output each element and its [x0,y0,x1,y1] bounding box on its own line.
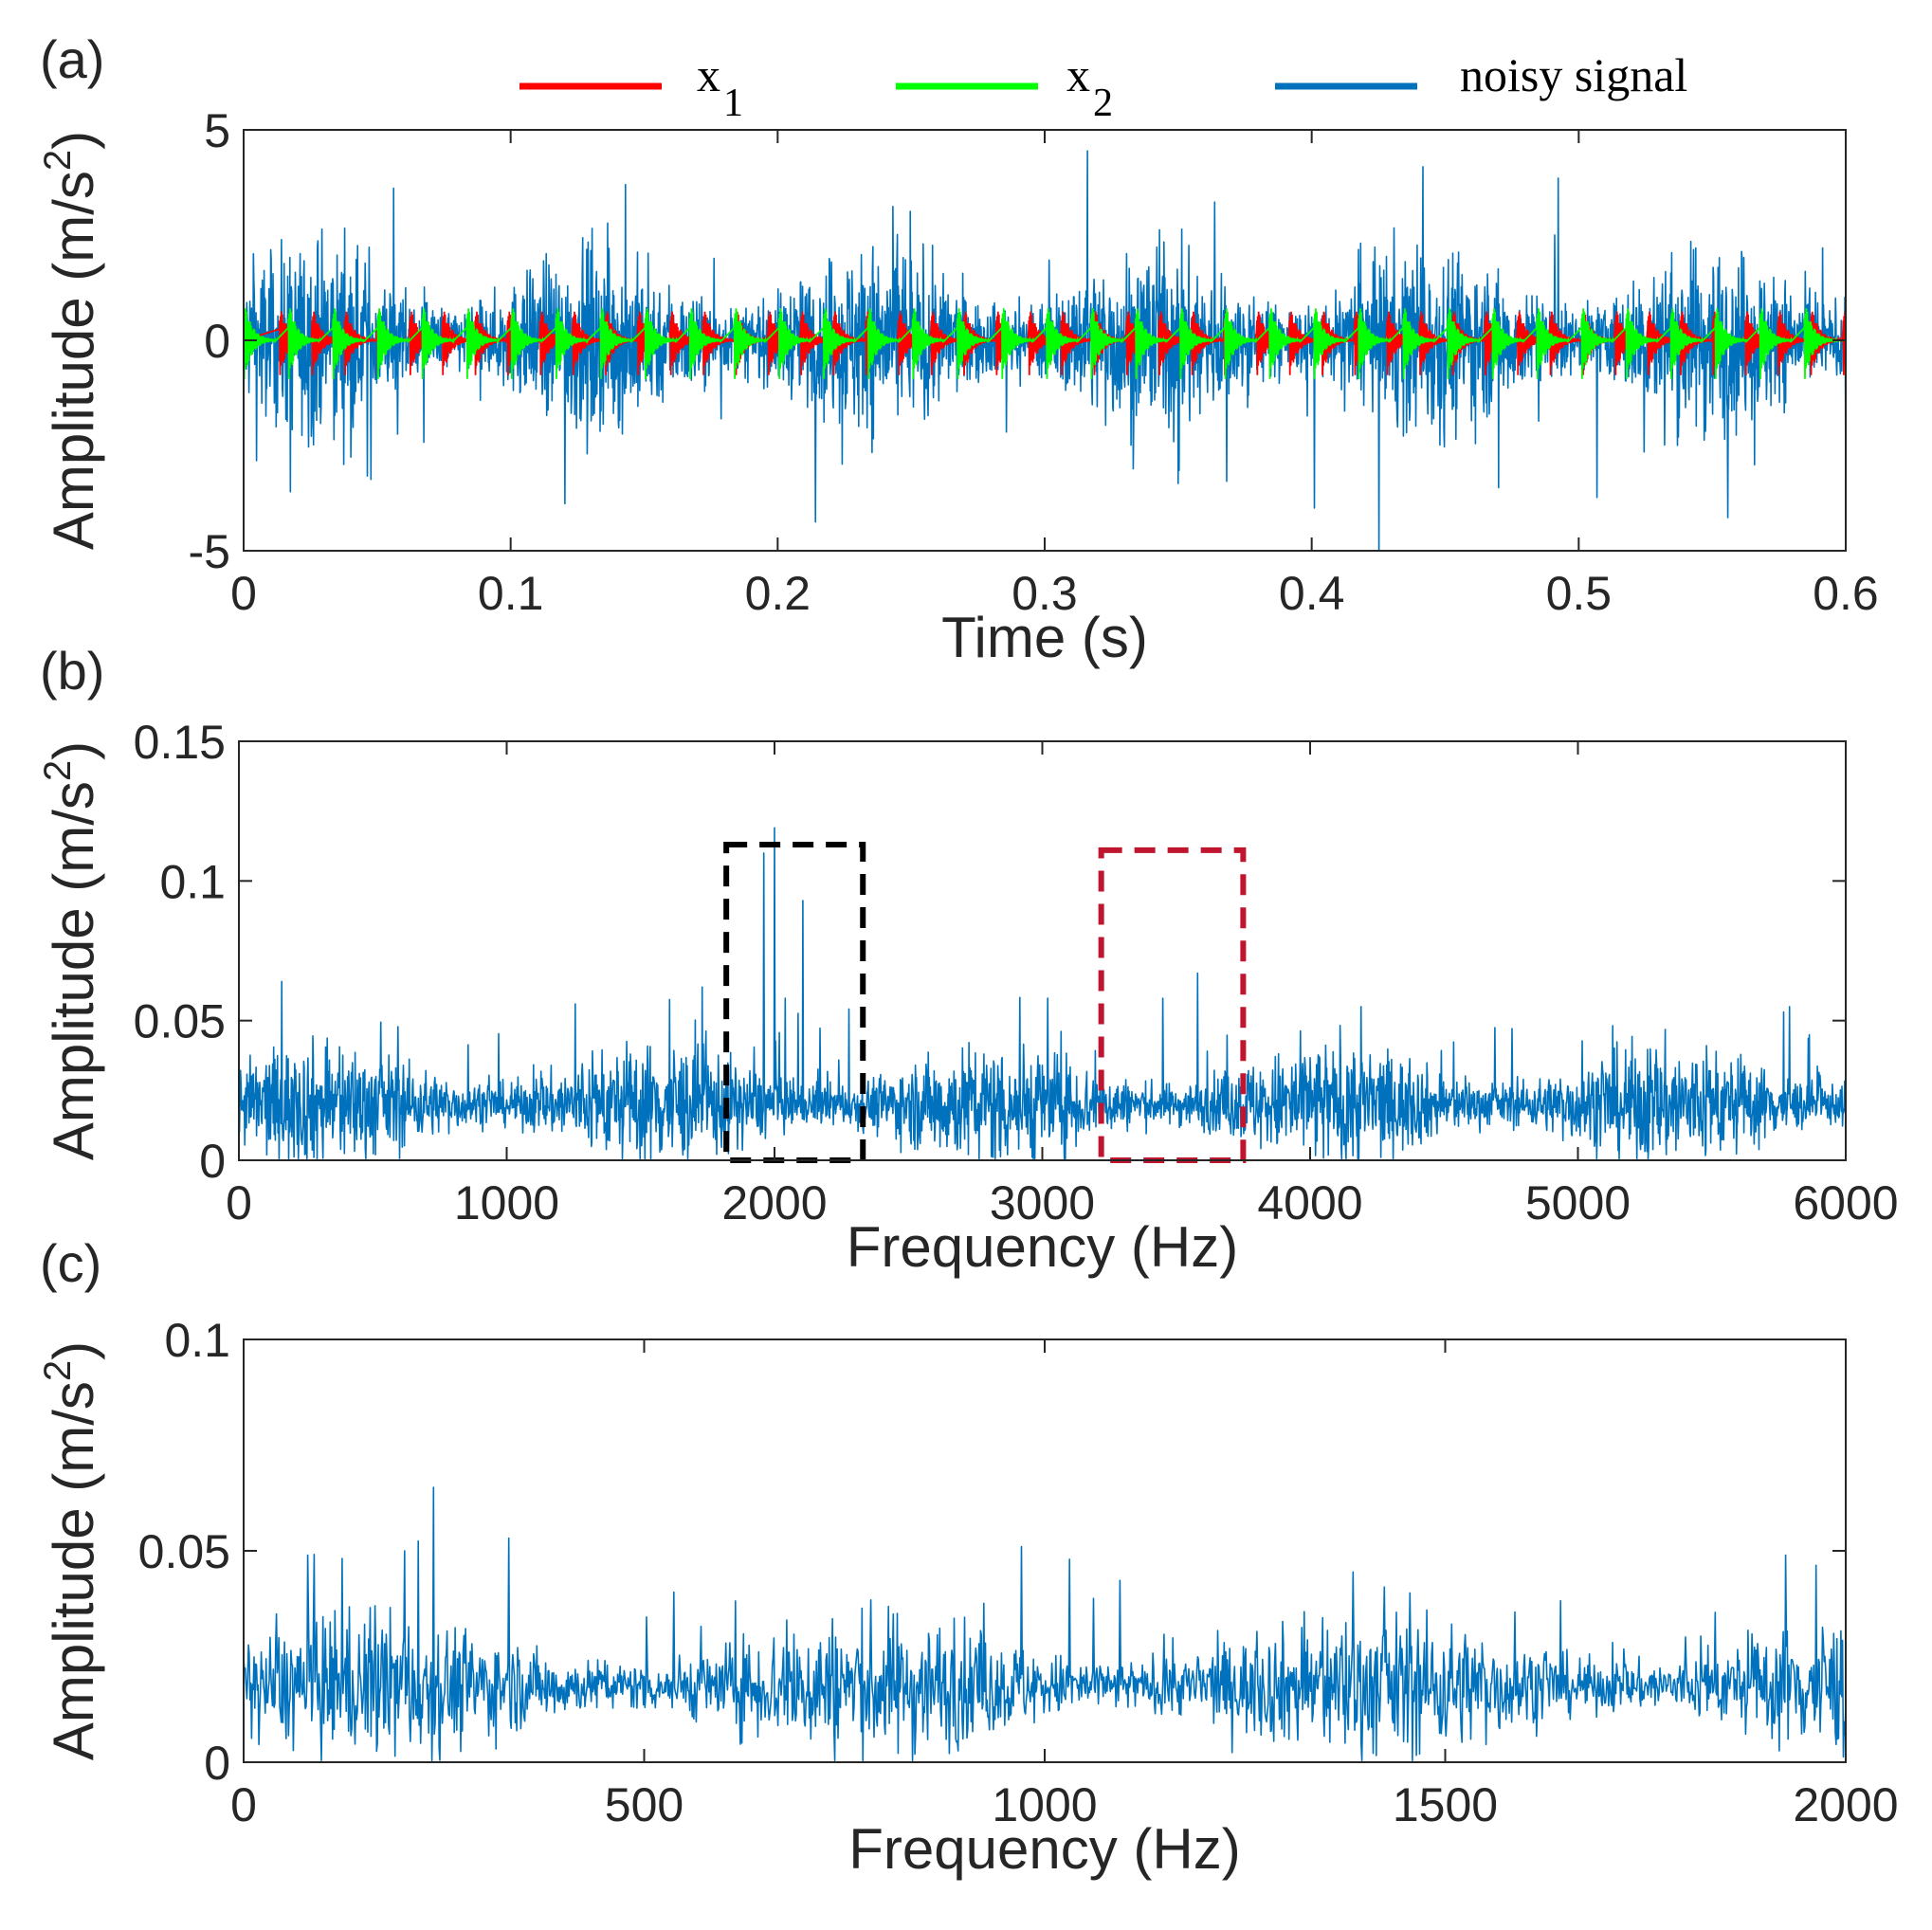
y-tick-label: 0 [204,1737,230,1790]
series-noisy-signal [244,150,1846,551]
x-axis-label: Time (s) [941,606,1148,669]
highlight-box-1 [723,842,866,1163]
panel-label: (b) [40,641,104,701]
x-tick-label: 0.4 [1279,567,1345,620]
x-tick-label: 2000 [721,1176,827,1229]
panel-b: 0 1000 2000 3000 4000 5000 6000 0 0.05 0.1 0.15 Fre… [37,641,1899,1279]
plot-area [239,827,1846,1159]
panel-label: (c) [40,1233,101,1293]
panel-label: (a) [40,29,104,89]
y-tick-label: 0.05 [134,995,226,1048]
x-tick-label: 6000 [1793,1176,1898,1229]
y-tick-label: 5 [204,104,230,157]
y-axis-label: Amplitude (m/s2) [37,131,105,550]
x-tick-label: 0.3 [1012,567,1078,620]
x-tick-label: 1000 [992,1778,1097,1831]
legend-label-2: x [1066,48,1090,101]
x-tick-label: 2000 [1793,1778,1898,1831]
y-tick-label: 0.05 [138,1525,230,1578]
panel-c: 0 500 1000 1500 2000 0 0.05 0.1 Frequency (Hz) Am… [37,1233,1899,1881]
y-tick-label: 0 [204,315,230,368]
legend-sub-1: 1 [723,82,743,125]
x-tick-label: 1500 [1393,1778,1498,1831]
y-axis-label: Amplitude (m/s2) [37,1341,105,1760]
series-spectrum [244,1486,1846,1761]
y-tick-label: 0.15 [134,716,226,769]
x-tick-label: 1000 [454,1176,559,1229]
plot-area [244,1486,1846,1761]
y-tick-label: -5 [189,525,230,578]
x-tick-label: 0.5 [1546,567,1613,620]
x-tick-label: 0.2 [745,567,811,620]
x-tick-label: 0 [226,1176,252,1229]
plot-area [244,150,1846,551]
series-x2 [244,308,1846,379]
x-tick-label: 0 [230,567,257,620]
x-tick-label: 0.6 [1813,567,1879,620]
x-tick-label: 0.1 [478,567,544,620]
legend-sub-2: 2 [1093,82,1113,125]
series-spectrum [239,827,1846,1159]
legend-label-3: noisy signal [1460,48,1687,101]
legend-label-1: x [697,48,720,101]
x-tick-label: 5000 [1525,1176,1631,1229]
x-axis-label: Frequency (Hz) [848,1817,1240,1881]
x-axis-label: Frequency (Hz) [847,1215,1238,1279]
y-axis-label: Amplitude (m/s2) [37,741,105,1160]
x-tick-label: 4000 [1257,1176,1362,1229]
x-tick-label: 500 [605,1778,683,1831]
y-tick-label: 0.1 [159,855,226,908]
x-tick-label: 3000 [990,1176,1095,1229]
highlight-box-2 [1098,847,1247,1163]
x-tick-label: 0 [230,1778,257,1831]
y-tick-label: 0.1 [164,1314,230,1367]
y-tick-label: 0 [199,1135,226,1188]
